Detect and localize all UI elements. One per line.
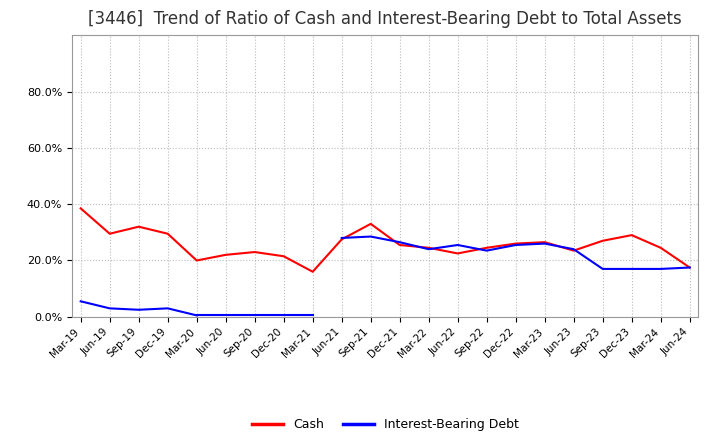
Cash bbox=[135, 224, 143, 229]
Interest-Bearing Debt bbox=[454, 242, 462, 248]
Cash bbox=[395, 242, 404, 248]
Cash bbox=[657, 245, 665, 250]
Cash bbox=[482, 245, 491, 250]
Cash bbox=[221, 252, 230, 257]
Interest-Bearing Debt bbox=[424, 246, 433, 252]
Interest-Bearing Debt bbox=[541, 241, 549, 246]
Line: Interest-Bearing Debt: Interest-Bearing Debt bbox=[342, 237, 690, 269]
Cash bbox=[570, 248, 578, 253]
Cash bbox=[105, 231, 114, 236]
Interest-Bearing Debt bbox=[511, 242, 520, 248]
Interest-Bearing Debt bbox=[657, 266, 665, 271]
Legend: Cash, Interest-Bearing Debt: Cash, Interest-Bearing Debt bbox=[247, 413, 523, 436]
Cash bbox=[685, 265, 694, 270]
Cash bbox=[511, 241, 520, 246]
Cash bbox=[366, 221, 375, 227]
Interest-Bearing Debt bbox=[598, 266, 607, 271]
Interest-Bearing Debt bbox=[482, 248, 491, 253]
Cash bbox=[163, 231, 172, 236]
Interest-Bearing Debt bbox=[366, 234, 375, 239]
Cash bbox=[279, 253, 288, 259]
Title: [3446]  Trend of Ratio of Cash and Interest-Bearing Debt to Total Assets: [3446] Trend of Ratio of Cash and Intere… bbox=[89, 10, 682, 28]
Cash bbox=[424, 245, 433, 250]
Cash bbox=[541, 239, 549, 245]
Cash bbox=[627, 232, 636, 238]
Interest-Bearing Debt bbox=[685, 265, 694, 270]
Interest-Bearing Debt bbox=[338, 235, 346, 241]
Interest-Bearing Debt bbox=[627, 266, 636, 271]
Interest-Bearing Debt bbox=[395, 239, 404, 245]
Cash bbox=[338, 237, 346, 242]
Line: Cash: Cash bbox=[81, 209, 690, 272]
Cash bbox=[192, 258, 201, 263]
Cash bbox=[308, 269, 317, 275]
Cash bbox=[454, 251, 462, 256]
Cash bbox=[598, 238, 607, 243]
Interest-Bearing Debt bbox=[570, 246, 578, 252]
Cash bbox=[76, 206, 85, 211]
Cash bbox=[251, 249, 259, 255]
